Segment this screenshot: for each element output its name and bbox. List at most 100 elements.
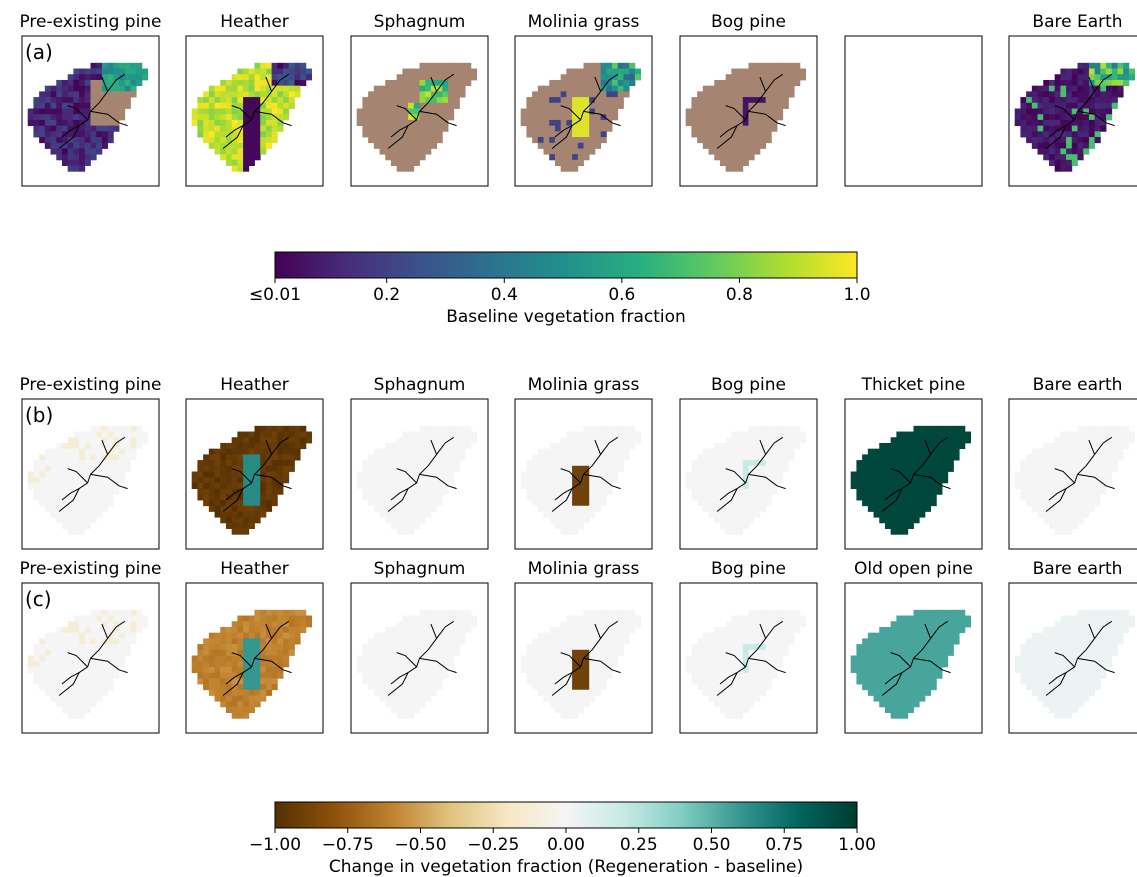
heatmap-cell	[629, 68, 636, 75]
heatmap-cell	[1083, 465, 1090, 472]
heatmap-cell	[33, 102, 40, 109]
heatmap-cell	[794, 437, 801, 444]
heatmap-cell	[600, 684, 607, 691]
heatmap-cell	[119, 102, 126, 109]
heatmap-cell	[442, 460, 449, 467]
heatmap-cell	[225, 511, 233, 518]
heatmap-cell	[27, 666, 34, 674]
heatmap-cell	[396, 74, 403, 81]
heatmap-cell	[577, 114, 584, 121]
heatmap-cell	[884, 655, 892, 662]
heatmap-cell	[107, 632, 114, 639]
heatmap-cell	[90, 465, 97, 472]
heatmap-cell	[402, 154, 409, 161]
heatmap-cell	[390, 672, 398, 679]
heatmap-cell	[107, 494, 114, 501]
heatmap-cell	[1048, 695, 1056, 702]
heatmap-cell	[623, 638, 630, 645]
heatmap-cell	[782, 448, 789, 455]
heatmap-cell	[237, 500, 244, 507]
heatmap-cell	[260, 511, 267, 518]
heatmap-cell	[277, 638, 284, 645]
heatmap-cell	[725, 119, 732, 127]
heatmap-cell	[759, 644, 767, 651]
heatmap-cell	[1060, 505, 1067, 512]
heatmap-cell	[419, 632, 426, 639]
heatmap-cell	[731, 68, 738, 75]
heatmap-cell	[50, 488, 57, 495]
heatmap-cell	[459, 448, 466, 455]
heatmap-cell	[1043, 85, 1050, 92]
heatmap-cell	[277, 79, 284, 87]
heatmap-cell	[742, 131, 749, 138]
heatmap-cell	[1037, 500, 1044, 507]
heatmap-cell	[50, 142, 57, 149]
heatmap-cell	[413, 666, 420, 674]
heatmap-cell	[526, 666, 533, 674]
heatmap-cell	[1060, 678, 1067, 685]
heatmap-cell	[1083, 85, 1090, 92]
heatmap-cell	[208, 108, 215, 115]
heatmap-cell	[879, 638, 886, 645]
heatmap-cell	[459, 431, 466, 438]
heatmap-cell	[379, 672, 386, 679]
heatmap-cell	[612, 68, 619, 75]
heatmap-cell	[1111, 102, 1118, 109]
heatmap-cell	[44, 454, 51, 461]
heatmap-cell	[413, 125, 420, 132]
heatmap-cell	[731, 431, 738, 438]
heatmap-cell	[402, 672, 409, 679]
heatmap-cell	[771, 638, 778, 645]
heatmap-cell	[379, 482, 386, 490]
heatmap-cell	[759, 609, 767, 616]
heatmap-cell	[373, 655, 380, 662]
heatmap-cell	[1106, 632, 1113, 639]
heatmap-cell	[231, 488, 238, 495]
heatmap-cell	[402, 517, 409, 524]
heatmap-cell	[731, 125, 738, 132]
heatmap-cell	[771, 442, 778, 450]
heatmap-cell	[1054, 494, 1061, 501]
heatmap-cell	[919, 621, 926, 628]
heatmap-cell	[288, 85, 295, 92]
heatmap-cell	[554, 97, 562, 104]
heatmap-cell	[436, 621, 443, 628]
heatmap-cell	[413, 154, 420, 161]
heatmap-cell	[697, 666, 704, 674]
heatmap-cell	[402, 165, 409, 172]
heatmap-cell	[725, 649, 732, 656]
heatmap-cell	[867, 448, 874, 455]
heatmap-cell	[748, 131, 755, 138]
heatmap-cell	[44, 632, 51, 639]
heatmap-cell	[537, 482, 544, 490]
heatmap-cell	[101, 632, 109, 639]
heatmap-cell	[208, 482, 215, 490]
heatmap-cell	[197, 460, 204, 467]
heatmap-cell	[1088, 68, 1096, 75]
heatmap-cell	[396, 638, 403, 645]
heatmap-cell	[742, 517, 749, 524]
heatmap-cell	[691, 97, 698, 104]
heatmap-cell	[96, 148, 103, 155]
heatmap-cell	[425, 695, 432, 702]
heatmap-cell	[265, 114, 273, 121]
heatmap-cell	[73, 477, 80, 484]
heatmap-cell	[1048, 125, 1056, 132]
heatmap-cell	[44, 131, 51, 138]
heatmap-cell	[771, 661, 778, 668]
heatmap-cell	[50, 471, 57, 478]
heatmap-cell	[243, 148, 250, 155]
heatmap-cell	[254, 500, 261, 507]
heatmap-cell	[782, 626, 789, 634]
heatmap-cell	[765, 460, 772, 467]
heatmap-cell	[572, 97, 579, 104]
heatmap-cell	[731, 85, 738, 92]
heatmap-cell	[119, 649, 126, 656]
heatmap-cell	[84, 655, 91, 662]
heatmap-cell	[385, 125, 392, 132]
heatmap-cell	[879, 482, 886, 490]
heatmap-cell	[691, 460, 698, 467]
heatmap-cell	[526, 655, 533, 662]
heatmap-cell	[385, 148, 392, 155]
heatmap-cell	[577, 684, 584, 691]
